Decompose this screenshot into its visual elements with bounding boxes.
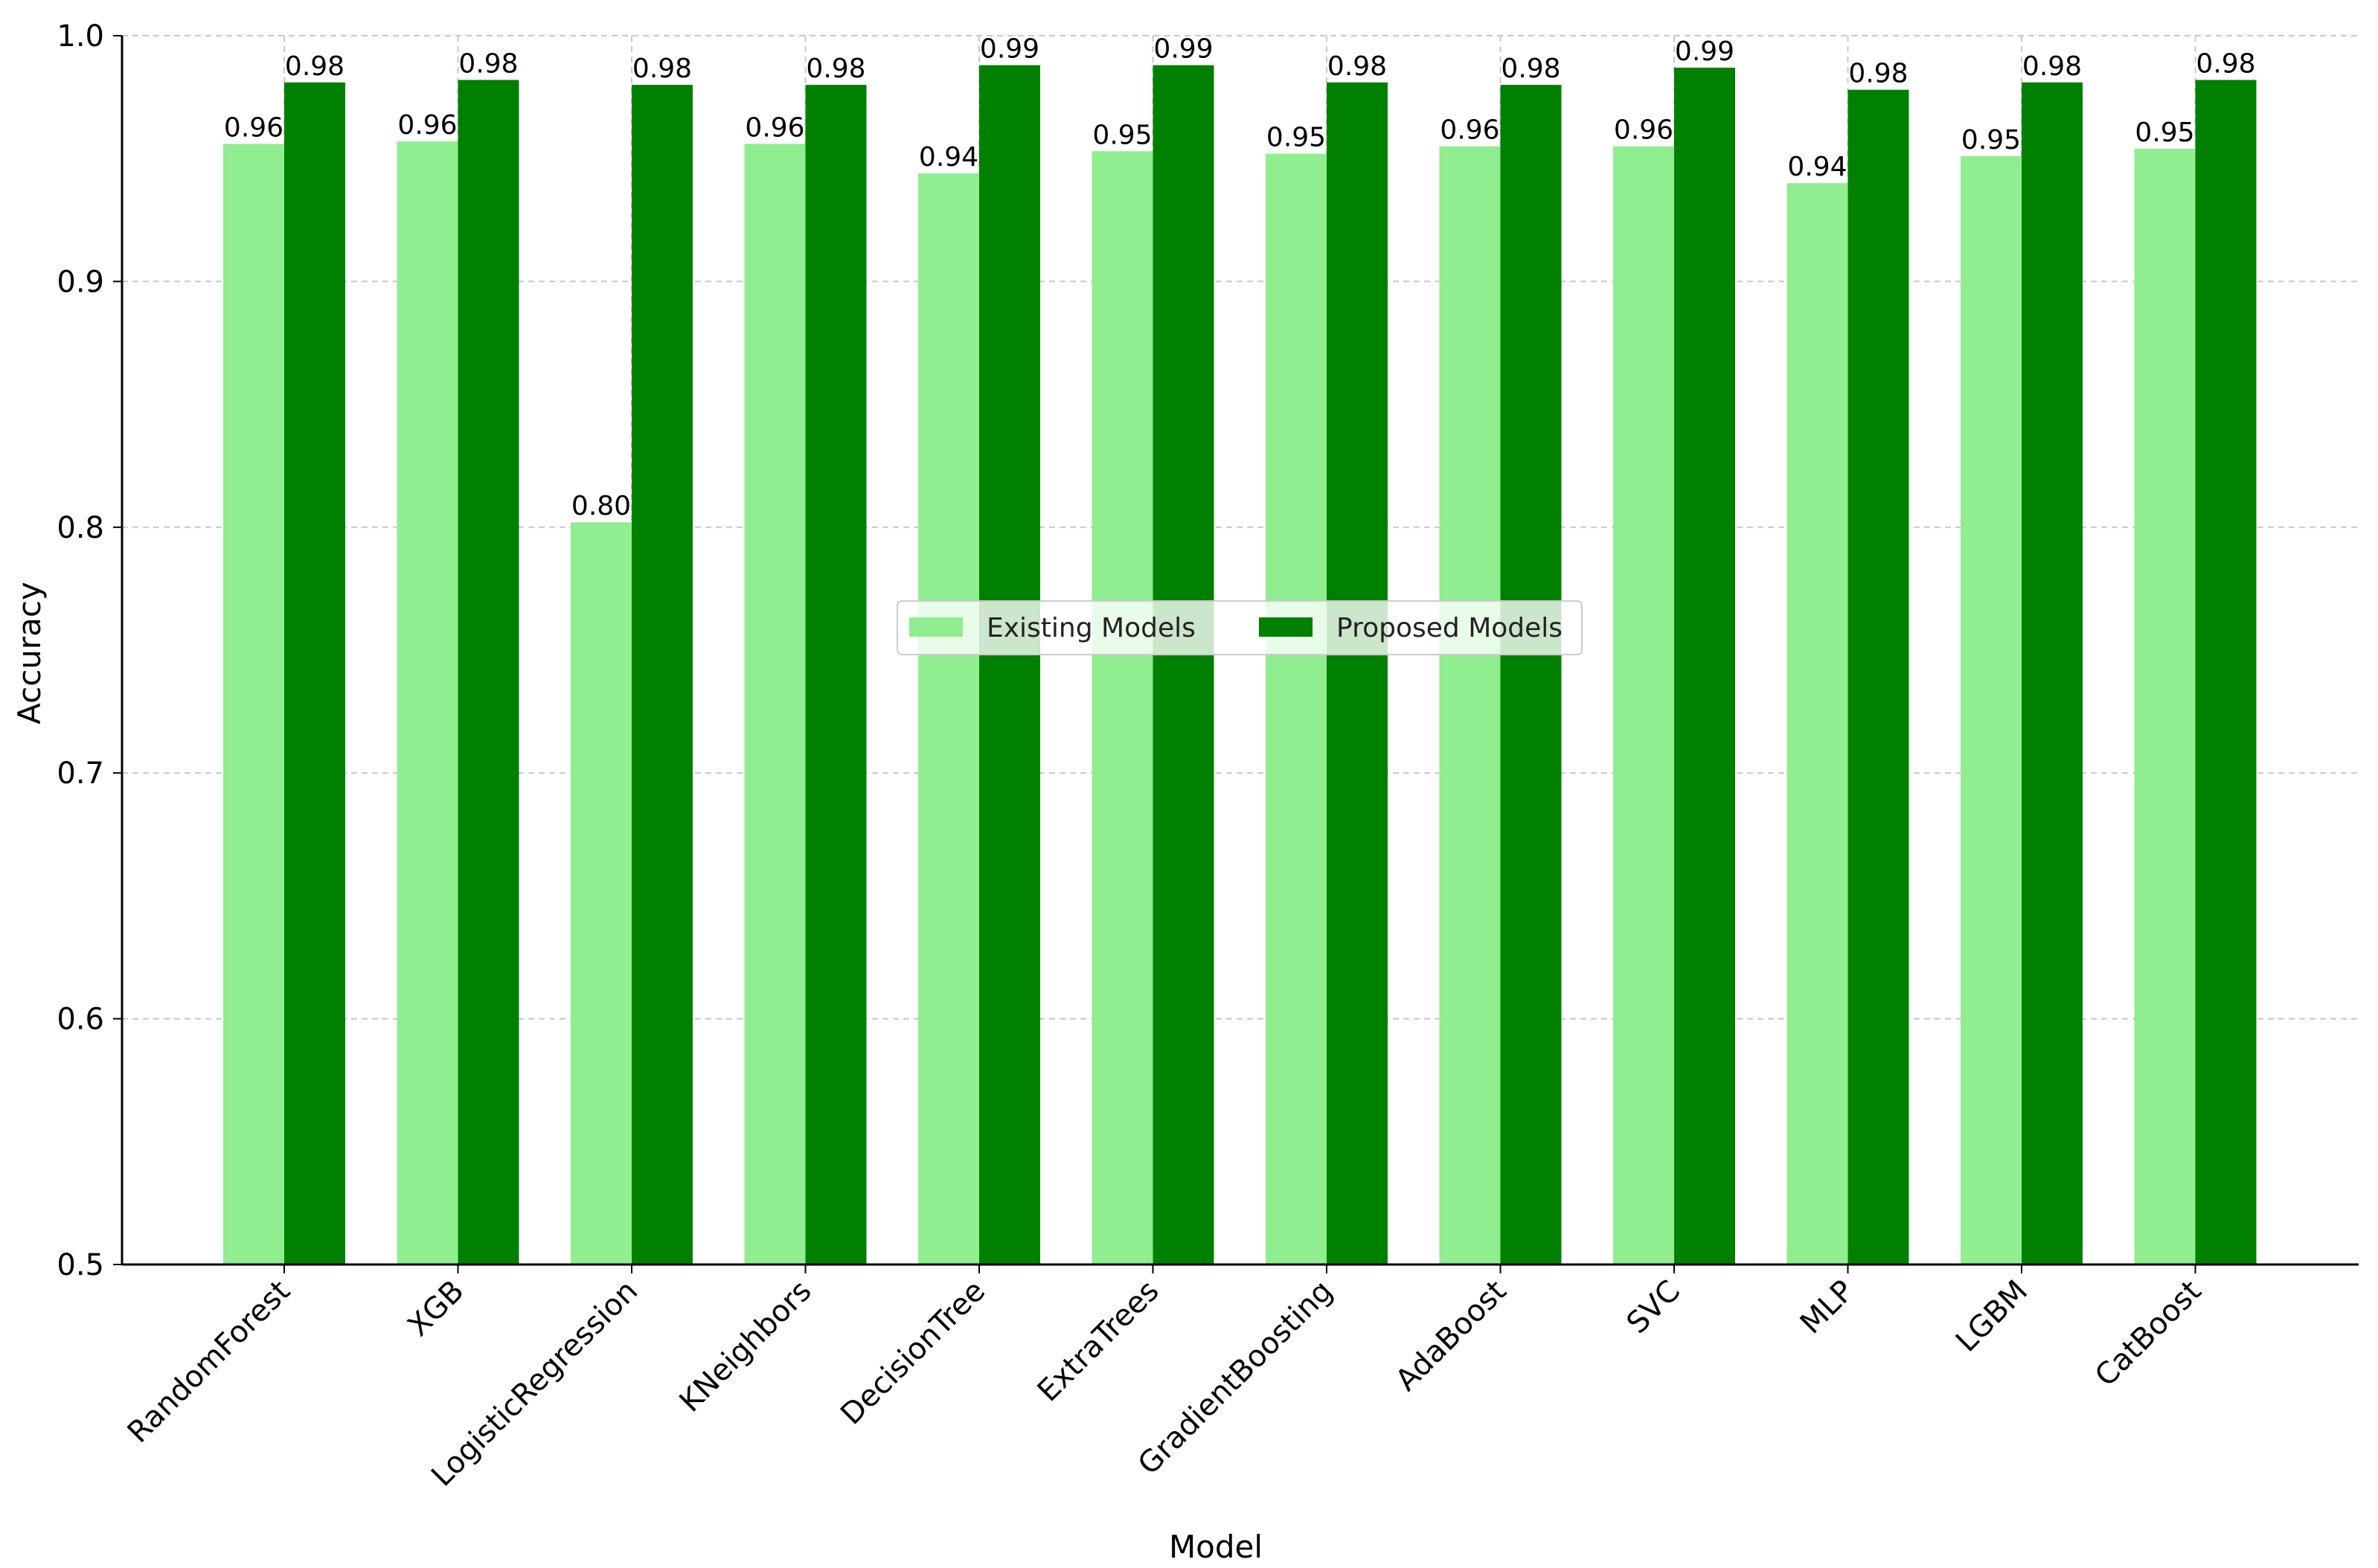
legend-swatch-proposed-models — [1259, 617, 1313, 637]
y-tick-label: 0.9 — [57, 265, 104, 299]
legend-swatch-existing-models — [909, 617, 963, 637]
bar-proposed-model — [1674, 67, 1735, 1265]
bar-proposed-model — [284, 82, 345, 1265]
bar-existing-model — [571, 522, 632, 1265]
bar-value-label: 0.98 — [1848, 59, 1908, 89]
bar-existing-model — [397, 141, 458, 1265]
y-axis-title: Accuracy — [11, 582, 48, 724]
bar-existing-model — [1961, 155, 2022, 1265]
bar-value-label: 0.99 — [1675, 36, 1734, 67]
bar-existing-model — [1439, 146, 1501, 1265]
x-axis-title: Model — [1169, 1529, 1263, 1565]
bar-value-label: 0.94 — [1787, 152, 1847, 182]
legend: Existing Models Proposed Models — [897, 600, 1583, 655]
bar-value-label: 0.80 — [571, 491, 631, 521]
x-tick-label: LGBM — [1949, 1274, 2034, 1359]
legend-label-proposed-models: Proposed Models — [1336, 613, 1563, 643]
x-tick-label: KNeighbors — [673, 1274, 818, 1419]
axes-layer — [121, 36, 2359, 1266]
legend-frame — [897, 600, 1583, 655]
bar-proposed-model — [2195, 80, 2257, 1265]
x-tick-label: DecisionTree — [834, 1274, 992, 1432]
bar-proposed-model — [1327, 82, 1388, 1265]
y-tick-label: 0.8 — [57, 511, 104, 545]
x-tick-label: GradientBoosting — [1132, 1274, 1339, 1482]
x-tick-label: MLP — [1794, 1274, 1861, 1341]
bar-proposed-model — [805, 85, 867, 1265]
x-tick-label: AdaBoost — [1389, 1274, 1513, 1398]
bars-layer — [223, 65, 2257, 1265]
bar-value-label: 0.96 — [397, 110, 457, 141]
bar-existing-model — [1092, 151, 1153, 1265]
y-tick-label: 1.0 — [57, 19, 104, 54]
bar-value-label: 0.95 — [1266, 123, 1326, 153]
bar-value-label: 0.98 — [1501, 54, 1560, 84]
bar-value-label: 0.95 — [1961, 125, 2021, 155]
bar-existing-model — [1266, 153, 1327, 1265]
bar-proposed-model — [979, 65, 1040, 1265]
bar-proposed-model — [632, 85, 693, 1265]
bar-value-label: 0.98 — [806, 54, 865, 84]
bar-value-label: 0.95 — [2135, 118, 2194, 148]
bar-value-label: 0.98 — [458, 48, 518, 79]
x-tick-label: ExtraTrees — [1031, 1274, 1166, 1409]
y-tick-label: 0.6 — [57, 1003, 104, 1037]
x-tick-label: CatBoost — [2089, 1274, 2208, 1394]
x-tick-label: RandomForest — [121, 1274, 297, 1450]
bar-value-label: 0.99 — [1153, 34, 1213, 65]
bar-value-label: 0.98 — [285, 51, 344, 82]
y-tick-label: 0.5 — [57, 1248, 104, 1282]
legend-label-existing-models: Existing Models — [987, 613, 1196, 643]
bar-proposed-model — [458, 80, 519, 1265]
bar-existing-model — [1786, 183, 1848, 1265]
bar-value-label: 0.95 — [1092, 120, 1152, 150]
bar-value-label: 0.96 — [1440, 115, 1499, 146]
bar-existing-model — [223, 144, 284, 1265]
bar-proposed-model — [2022, 82, 2083, 1265]
x-tick-label: XGB — [401, 1274, 470, 1343]
bar-value-label: 0.96 — [224, 112, 283, 143]
y-tick-label: 0.7 — [57, 756, 104, 791]
bar-existing-model — [1613, 146, 1674, 1265]
x-tick-label: SVC — [1620, 1274, 1687, 1341]
bar-value-label: 0.98 — [2022, 51, 2082, 82]
bar-value-label: 0.96 — [745, 112, 804, 143]
bar-existing-model — [2134, 148, 2196, 1265]
bar-value-label: 0.99 — [980, 34, 1039, 65]
bar-value-label: 0.98 — [1327, 51, 1387, 82]
bar-value-label: 0.96 — [1614, 115, 1673, 146]
bar-value-label: 0.98 — [2196, 48, 2255, 79]
bar-value-label: 0.98 — [632, 54, 692, 84]
bar-proposed-model — [1153, 65, 1214, 1265]
bar-proposed-model — [1847, 89, 1909, 1265]
bar-value-label: 0.94 — [919, 142, 978, 173]
bar-existing-model — [918, 173, 979, 1265]
bar-proposed-model — [1500, 85, 1562, 1265]
bar-existing-model — [744, 144, 806, 1265]
value-labels-layer: 0.96 0.96 0.80 0.96 0.94 0.95 0.95 0.96 0.96 0.94… — [224, 34, 2256, 522]
